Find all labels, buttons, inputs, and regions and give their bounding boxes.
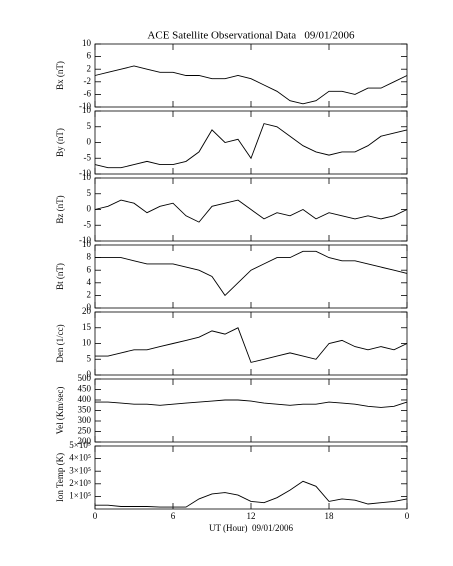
panel-frame	[94, 244, 408, 309]
panel-frame	[94, 378, 408, 443]
y-tick-label: 5	[87, 121, 92, 131]
y-axis-label: Ion Temp (K)	[55, 453, 65, 502]
y-tick-label: 250	[78, 426, 92, 436]
y-tick-label: 10	[82, 38, 92, 48]
data-line	[94, 199, 408, 223]
y-tick-label: 2	[87, 289, 92, 299]
y-tick-label: 200	[78, 436, 92, 446]
data-line	[95, 480, 408, 508]
panel-frame	[94, 445, 408, 510]
y-tick-label: -10	[79, 168, 91, 178]
panel-frame	[94, 311, 408, 376]
panel-frame	[94, 110, 408, 175]
y-axis-label: Bt (nT)	[55, 263, 65, 290]
y-tick-label: -10	[79, 235, 91, 245]
y-tick-label: 10	[82, 239, 92, 249]
y-tick-label: 350	[78, 405, 92, 415]
data-line	[94, 65, 408, 105]
y-tick-label: 0	[87, 369, 92, 379]
y-axis-label: Vel (Km/sec)	[55, 387, 65, 435]
x-tick-label: 0	[93, 511, 98, 521]
y-tick-label: 5	[87, 353, 92, 363]
y-tick-label: 300	[78, 415, 92, 425]
y-tick-label: 4×10⁵	[69, 453, 91, 463]
data-line	[95, 250, 408, 297]
y-tick-label: 10	[82, 172, 92, 182]
y-tick-label: 20	[82, 306, 92, 316]
y-tick-label: -6	[84, 88, 92, 98]
y-tick-label: 450	[78, 384, 92, 394]
y-axis-label: Den (1/cc)	[55, 324, 65, 362]
y-axis-label: By (nT)	[55, 128, 65, 157]
y-tick-label: -5	[84, 152, 92, 162]
y-tick-label: 6	[87, 264, 92, 274]
y-tick-label: 8	[87, 252, 92, 262]
x-tick-label: 0	[405, 511, 410, 521]
y-tick-label: 10	[82, 105, 92, 115]
y-axis-label: Bx (nT)	[55, 61, 65, 90]
chart-title: ACE Satellite Observational Data 09/01/2…	[147, 30, 355, 42]
y-tick-label: -5	[84, 219, 92, 229]
y-tick-label: 3×10⁵	[69, 465, 91, 475]
data-line	[94, 123, 408, 169]
y-tick-label: 2×10⁵	[69, 478, 91, 488]
y-tick-label: 0	[87, 204, 92, 214]
data-line	[95, 327, 408, 363]
y-tick-label: 15	[82, 322, 92, 332]
y-tick-label: -10	[79, 101, 91, 111]
y-tick-label: 4	[87, 277, 92, 287]
data-line	[95, 399, 408, 408]
x-axis-label: UT (Hour) 09/01/2006	[209, 523, 294, 533]
y-tick-label: 500	[78, 373, 92, 383]
y-tick-label: 6	[87, 51, 92, 61]
y-tick-label: 0	[87, 137, 92, 147]
y-tick-label: 1×10⁵	[69, 490, 91, 500]
y-tick-label: 5	[87, 188, 92, 198]
x-tick-label: 6	[171, 511, 176, 521]
y-tick-label: 5×10⁵	[69, 440, 91, 450]
y-tick-label: 2	[87, 63, 92, 73]
x-tick-label: 12	[247, 511, 256, 521]
x-tick-label: 18	[325, 511, 335, 521]
y-tick-label: 400	[78, 394, 92, 404]
y-tick-label: 10	[82, 338, 92, 348]
y-axis-label: Bz (nT)	[55, 195, 65, 223]
y-tick-label: -2	[84, 76, 92, 86]
y-tick-label: 0	[87, 302, 92, 312]
panel-frame	[94, 43, 408, 108]
